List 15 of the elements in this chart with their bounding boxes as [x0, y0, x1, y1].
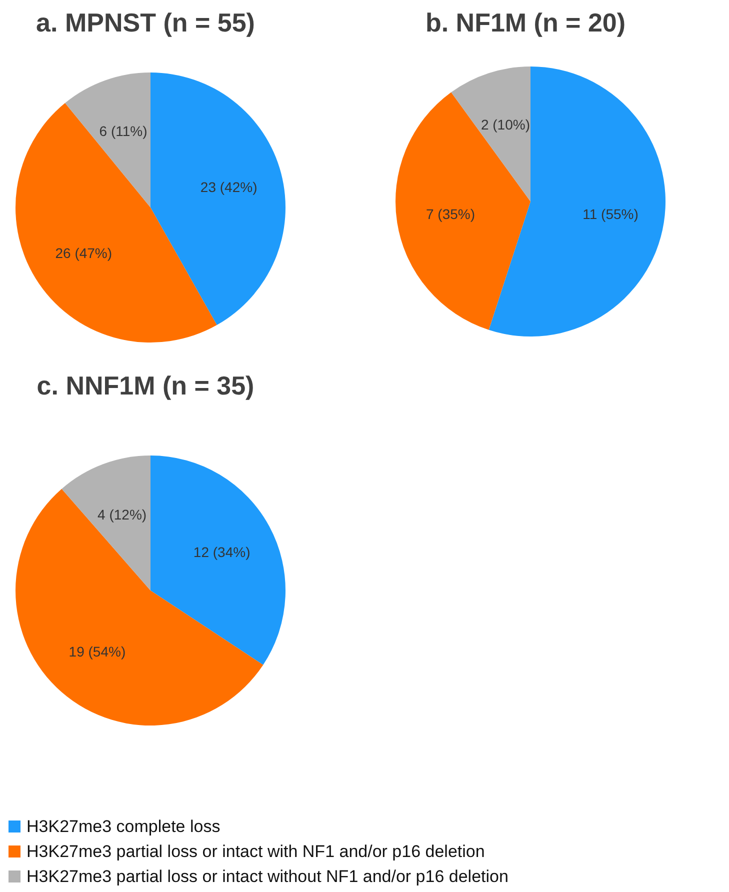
- data-label: 4 (12%): [98, 506, 147, 523]
- chart-title: a. MPNST (n = 55): [36, 8, 255, 38]
- legend-label: H3K27me3 partial loss or intact without NF1 and/or p16 deletion: [26, 867, 508, 886]
- data-label: 2 (10%): [480, 116, 530, 132]
- data-label: 11 (55%): [582, 206, 638, 222]
- data-label: 6 (11%): [99, 123, 148, 140]
- legend-label: H3K27me3 complete loss: [26, 817, 220, 836]
- data-label: 19 (54%): [68, 644, 126, 660]
- chart-title: b. NF1M (n = 20): [425, 8, 626, 38]
- data-label: 12 (34%): [193, 544, 250, 560]
- data-label: 26 (47%): [55, 245, 112, 262]
- legend-label: H3K27me3 partial loss or intact with NF1 and/or p16 deletion: [26, 842, 485, 861]
- data-label: 23 (42%): [200, 178, 258, 195]
- data-label: 7 (35%): [426, 206, 476, 222]
- chart-title: c. NNF1M (n = 35): [36, 370, 254, 400]
